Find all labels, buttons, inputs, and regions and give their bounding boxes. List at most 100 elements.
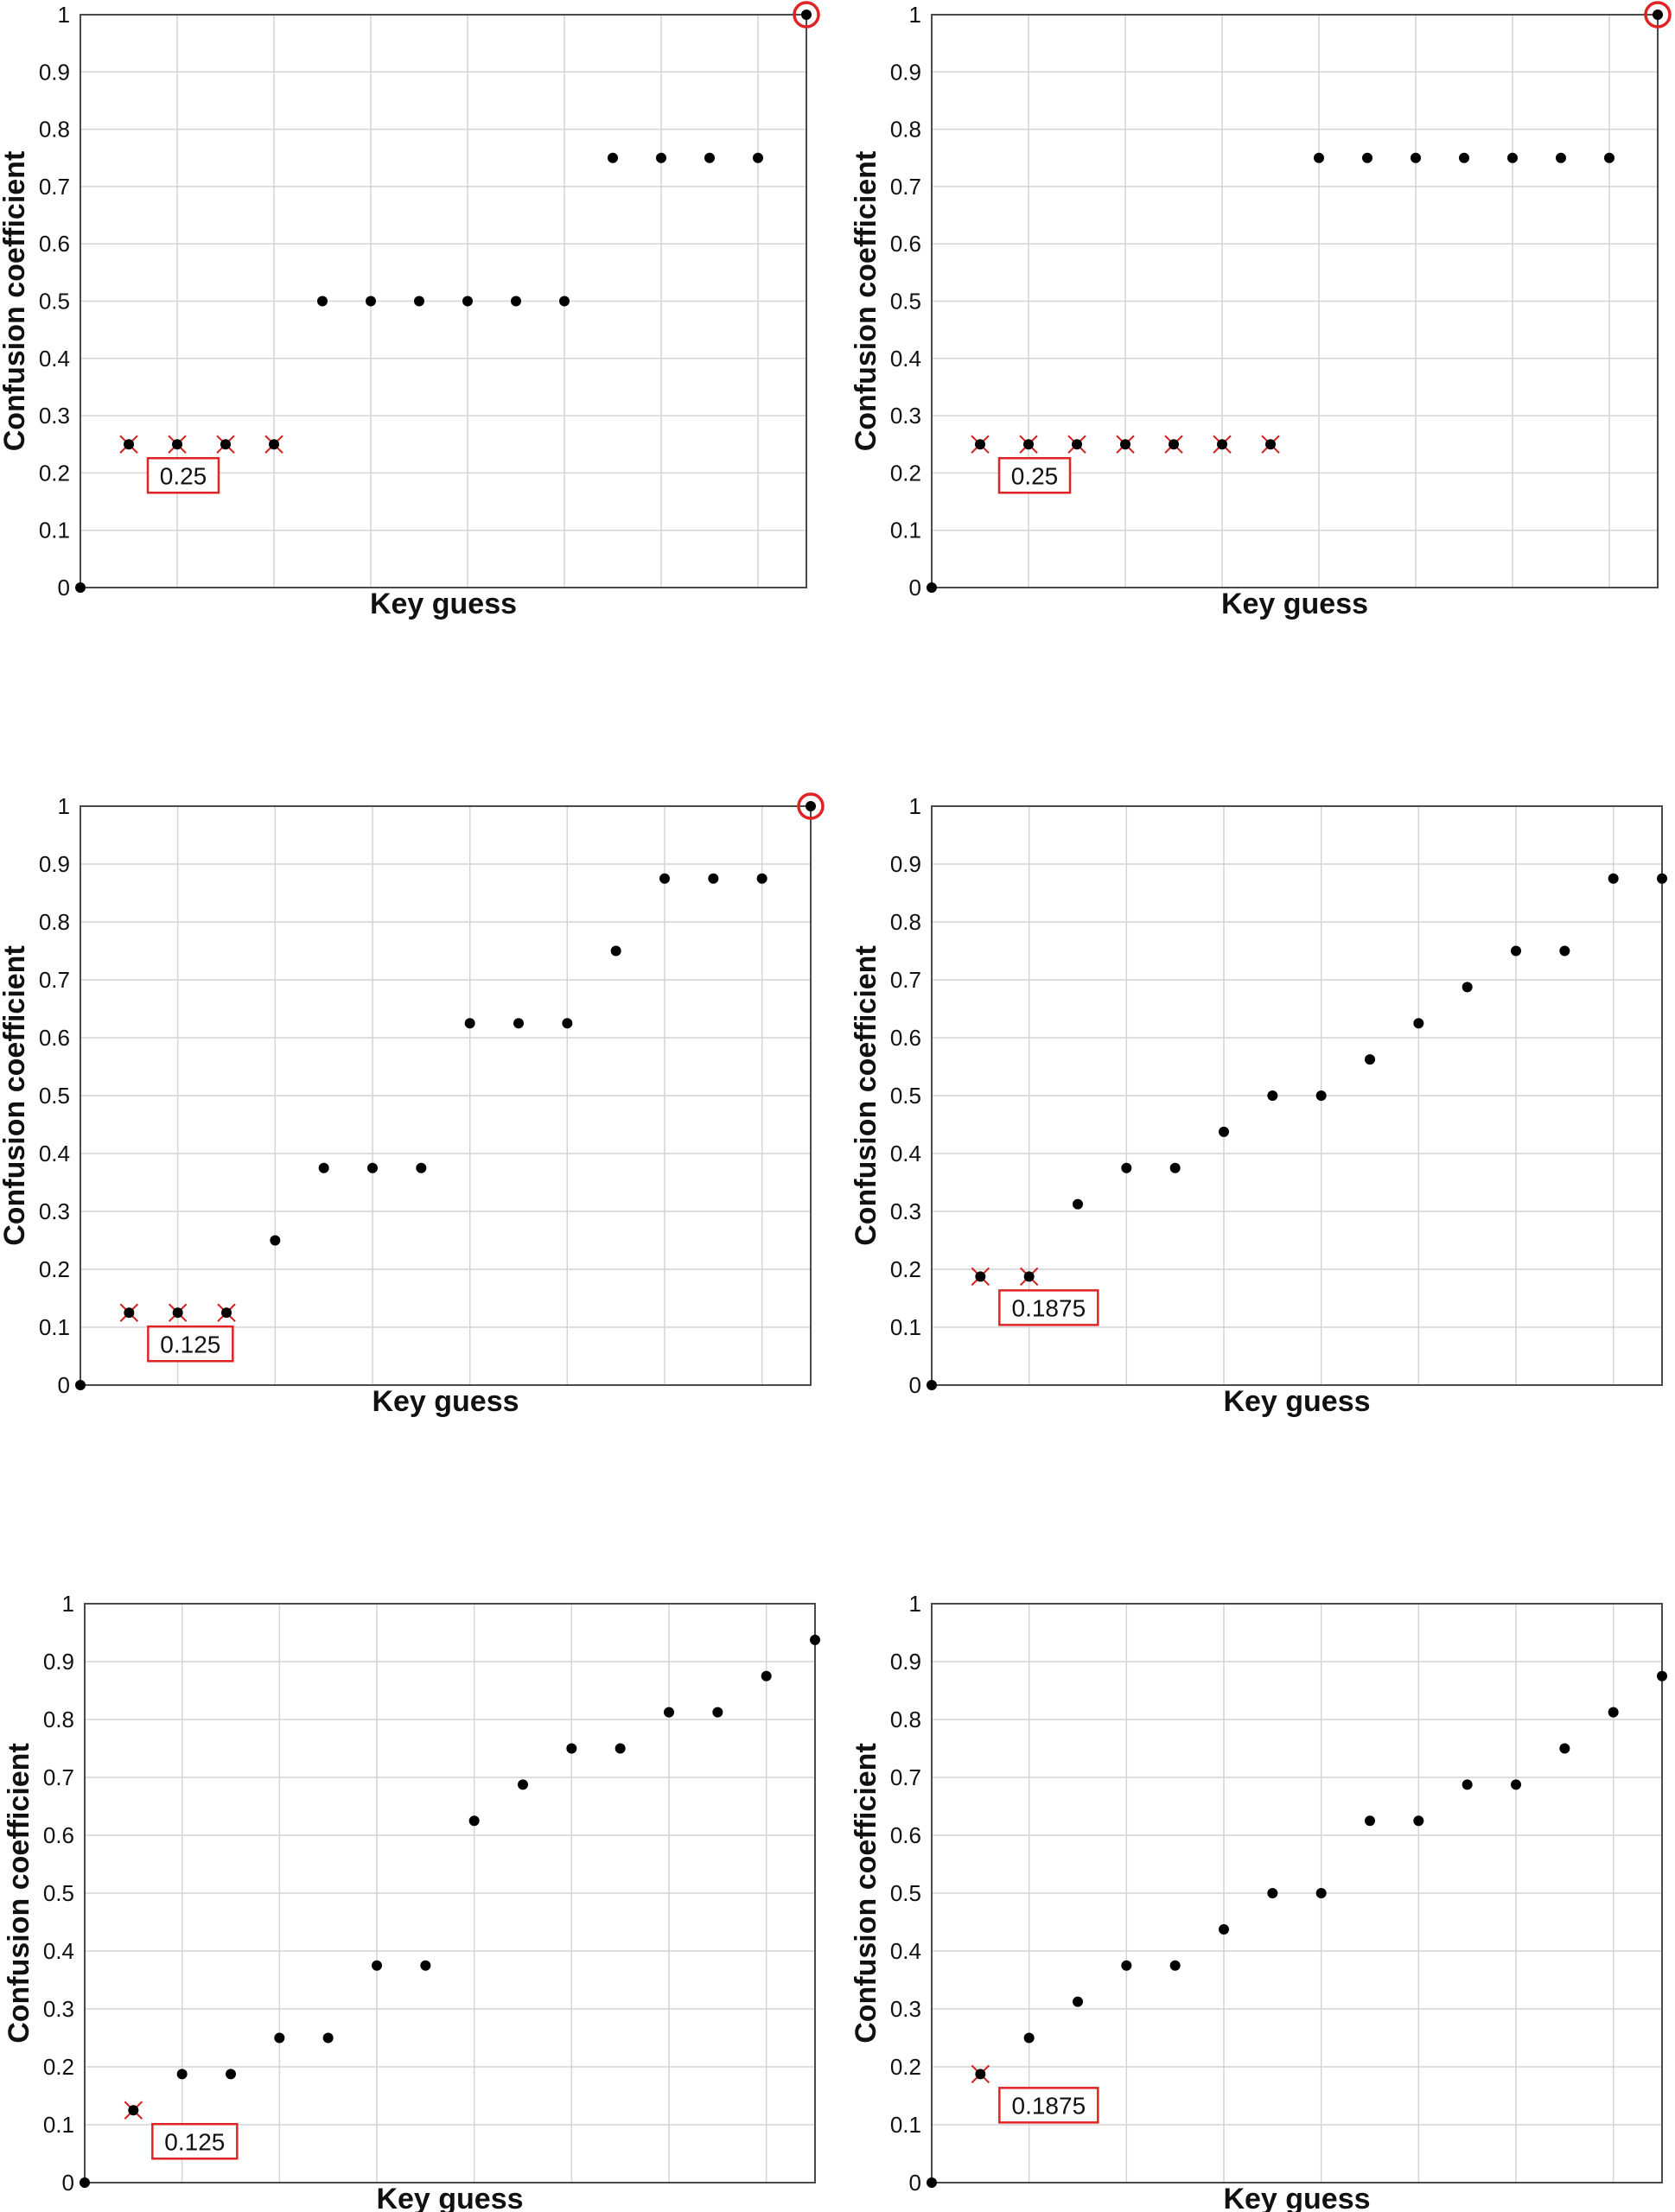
data-point — [322, 2032, 334, 2044]
y-axis-label: Confusion coefficient — [850, 945, 882, 1246]
data-point — [927, 2177, 937, 2188]
data-point — [610, 945, 621, 957]
data-point — [511, 296, 521, 307]
data-point — [1459, 152, 1469, 163]
y-tick-label: 0.2 — [890, 460, 921, 486]
min-value-callout: 0.125 — [147, 1325, 234, 1363]
data-point — [270, 1235, 281, 1246]
data-point — [318, 1162, 329, 1173]
data-point — [1169, 1960, 1181, 1971]
data-point — [518, 1779, 528, 1790]
data-point — [1511, 945, 1521, 957]
y-tick-label: 0 — [909, 1372, 921, 1398]
callout-box — [151, 2123, 239, 2160]
data-point — [75, 1380, 86, 1390]
data-point — [366, 296, 376, 307]
callout-box — [146, 457, 220, 494]
y-tick-label: 0.8 — [890, 117, 921, 143]
data-point — [124, 439, 134, 450]
data-point — [1072, 439, 1082, 450]
data-point — [806, 801, 816, 811]
data-point — [1365, 1054, 1375, 1065]
data-point — [1507, 152, 1518, 163]
y-tick-label: 0.5 — [890, 1880, 921, 1906]
chart-panel-2: 0 0.1 0.2 0.3 0.4 0.5 0.6 0.7 0.8 0.9 1 Key guess Co… — [850, 1, 1672, 620]
callout-label: 0.25 — [1011, 462, 1059, 489]
y-tick-label: 0.6 — [43, 1822, 74, 1848]
data-point — [1169, 439, 1179, 450]
data-point — [708, 873, 719, 884]
y-tick-label: 1 — [909, 2, 921, 28]
y-tick-label: 0.9 — [39, 851, 70, 877]
data-point — [80, 2177, 90, 2188]
y-tick-label: 0.6 — [890, 1025, 921, 1051]
data-point — [801, 10, 812, 20]
data-point — [414, 296, 424, 307]
data-point — [124, 1307, 135, 1319]
data-point — [1462, 982, 1473, 993]
data-point — [975, 2069, 986, 2080]
data-point — [317, 296, 328, 307]
data-point — [1559, 945, 1570, 957]
data-point — [927, 582, 937, 593]
data-point — [420, 1960, 431, 1971]
chart-panel-3: 0 0.1 0.2 0.3 0.4 0.5 0.6 0.7 0.8 0.9 1 Key guess Co… — [0, 792, 825, 1418]
data-point — [1265, 439, 1276, 450]
data-point — [468, 1815, 480, 1827]
x-axis-label: Key guess — [370, 588, 517, 620]
data-point — [128, 2105, 139, 2116]
data-point — [1073, 1198, 1083, 1210]
data-point — [367, 1162, 378, 1173]
y-tick-label: 0.2 — [39, 460, 70, 486]
y-tick-label: 0.4 — [39, 346, 70, 372]
min-value-callout: 0.1875 — [998, 1289, 1099, 1326]
y-tick-label: 0.3 — [890, 1198, 921, 1224]
y-tick-label: 0.4 — [39, 1141, 70, 1166]
data-point — [226, 2069, 236, 2080]
y-tick-label: 0.7 — [39, 174, 70, 200]
y-tick-label: 0.2 — [39, 1256, 70, 1282]
data-point — [1315, 1888, 1327, 1898]
data-point — [608, 152, 618, 163]
data-point — [704, 152, 715, 163]
x-axis-label: Key guess — [1221, 588, 1368, 620]
data-point — [274, 2032, 285, 2044]
y-tick-label: 0 — [62, 2170, 74, 2196]
data-point — [1023, 2032, 1035, 2044]
y-tick-label: 0.7 — [890, 174, 921, 200]
data-point — [1267, 1888, 1278, 1898]
data-point — [372, 1960, 382, 1971]
y-tick-label: 0.5 — [39, 289, 70, 315]
y-tick-label: 0.4 — [43, 1938, 74, 1964]
axes-frame — [931, 805, 1663, 1386]
data-point — [1365, 1815, 1375, 1827]
data-point — [756, 873, 767, 884]
y-tick-label: 0.4 — [890, 346, 921, 372]
data-point — [927, 1380, 937, 1390]
chart-panel-1: 0 0.1 0.2 0.3 0.4 0.5 0.6 0.7 0.8 0.9 1 Key guess Co… — [0, 1, 820, 620]
y-tick-label: 0.9 — [890, 851, 921, 877]
data-point — [1653, 10, 1663, 20]
data-point — [1267, 1090, 1278, 1101]
y-tick-label: 0.1 — [43, 2112, 74, 2138]
callout-box — [998, 2087, 1099, 2124]
data-point — [761, 1670, 772, 1681]
y-tick-label: 0.5 — [43, 1880, 74, 1906]
y-axis-label: Confusion coefficient — [3, 1743, 35, 2044]
y-tick-label: 0 — [909, 2170, 921, 2196]
callout-label: 0.1875 — [1012, 2092, 1086, 2119]
data-point — [462, 296, 473, 307]
data-point — [1462, 1779, 1473, 1790]
data-point — [1511, 1779, 1521, 1790]
y-tick-label: 0.6 — [890, 1822, 921, 1848]
data-point — [1413, 1018, 1424, 1029]
data-point — [753, 152, 763, 163]
y-tick-label: 0 — [58, 1372, 70, 1398]
callout-label: 0.125 — [160, 1331, 220, 1357]
data-point — [172, 439, 182, 450]
y-tick-label: 1 — [909, 1591, 921, 1617]
y-tick-label: 0.8 — [39, 909, 70, 935]
axes-frame — [931, 1603, 1663, 2183]
data-point — [810, 1634, 820, 1645]
data-point — [416, 1162, 427, 1173]
